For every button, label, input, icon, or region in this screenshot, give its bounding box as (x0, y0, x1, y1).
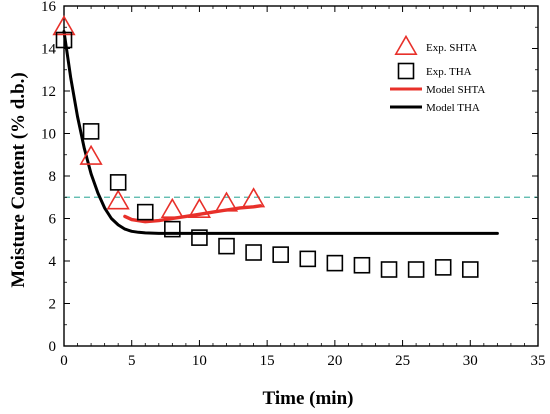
legend-entry: Exp. THA (397, 62, 472, 80)
y-tick-label: 16 (41, 0, 57, 15)
legend-label: Model THA (426, 102, 480, 114)
series-line-model-tha (62, 30, 499, 235)
data-point-shta (187, 197, 212, 218)
data-point-tha (272, 246, 289, 263)
legend-label: Exp. THA (426, 66, 472, 78)
legend-square-icon (397, 62, 415, 80)
y-tick-label: 6 (49, 212, 57, 228)
x-axis-title: Time (min) (263, 388, 354, 409)
legend-label: Model SHTA (426, 84, 485, 96)
legend-entry: Model THA (390, 102, 480, 114)
y-tick-label: 0 (49, 339, 57, 355)
x-tick-label: 30 (463, 353, 478, 369)
legend-entry: Exp. SHTA (394, 34, 477, 55)
data-point-tha (164, 220, 181, 238)
x-tick-label: 0 (60, 353, 68, 369)
data-point-tha (136, 203, 154, 221)
data-point-tha (218, 237, 235, 255)
data-point-tha (461, 261, 479, 278)
y-tick-label: 14 (41, 42, 57, 58)
series-line-model-shta (123, 204, 263, 224)
data-point-tha (326, 254, 344, 272)
legend-triangle-icon (394, 34, 418, 55)
x-tick-label: 25 (395, 353, 410, 369)
data-point-tha (191, 229, 208, 246)
y-tick-label: 10 (41, 127, 56, 143)
plot-area-frame (63, 5, 539, 347)
y-tick-label: 4 (49, 254, 57, 270)
data-point-tha (55, 31, 73, 49)
data-point-shta (160, 197, 184, 218)
legend-entry: Model SHTA (390, 84, 485, 96)
y-axis-title: Moisture Content (% d.b.) (8, 72, 29, 288)
data-point-tha (82, 123, 100, 140)
data-point-tha (407, 261, 425, 278)
x-tick-label: 10 (192, 353, 207, 369)
x-tick-label: 15 (260, 353, 275, 369)
x-tick-label: 35 (531, 353, 546, 369)
data-point-tha (109, 174, 127, 191)
data-point-shta (79, 144, 103, 165)
data-point-tha (434, 259, 452, 276)
y-tick-label: 8 (49, 169, 57, 185)
x-tick-label: 5 (128, 353, 136, 369)
y-tick-label: 12 (41, 84, 56, 100)
data-point-shta (52, 15, 76, 36)
y-tick-label: 2 (49, 297, 57, 313)
data-point-shta (106, 189, 130, 210)
data-point-tha (299, 250, 317, 268)
data-point-shta (242, 187, 266, 208)
data-point-shta (214, 191, 239, 212)
legend-label: Exp. SHTA (426, 42, 477, 54)
data-point-tha (380, 261, 398, 278)
data-point-tha (245, 244, 262, 261)
x-tick-label: 20 (327, 353, 342, 369)
data-point-tha (353, 256, 371, 274)
